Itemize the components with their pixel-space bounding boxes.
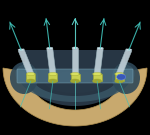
Polygon shape (26, 74, 35, 81)
Ellipse shape (48, 79, 57, 83)
Ellipse shape (115, 79, 124, 83)
Polygon shape (70, 74, 80, 81)
Polygon shape (47, 48, 56, 74)
Polygon shape (93, 74, 102, 81)
Polygon shape (19, 78, 131, 102)
Ellipse shape (126, 49, 132, 51)
Ellipse shape (18, 49, 24, 51)
FancyBboxPatch shape (17, 69, 133, 83)
Polygon shape (115, 74, 124, 81)
Polygon shape (72, 48, 78, 74)
Ellipse shape (117, 74, 126, 80)
Ellipse shape (117, 65, 135, 83)
Polygon shape (22, 50, 128, 106)
Polygon shape (3, 68, 147, 126)
Ellipse shape (70, 72, 80, 75)
Ellipse shape (15, 65, 33, 83)
Ellipse shape (45, 71, 105, 93)
Ellipse shape (70, 79, 80, 83)
Ellipse shape (97, 47, 103, 49)
Ellipse shape (47, 47, 53, 49)
Polygon shape (94, 48, 103, 74)
Ellipse shape (26, 79, 35, 83)
Ellipse shape (10, 62, 38, 94)
Ellipse shape (93, 79, 102, 83)
Ellipse shape (93, 72, 102, 75)
Polygon shape (18, 49, 34, 75)
Polygon shape (116, 49, 132, 75)
Ellipse shape (72, 47, 78, 49)
Ellipse shape (115, 72, 124, 75)
Ellipse shape (26, 72, 35, 75)
Ellipse shape (112, 62, 140, 94)
Polygon shape (48, 74, 57, 81)
Ellipse shape (48, 72, 57, 75)
